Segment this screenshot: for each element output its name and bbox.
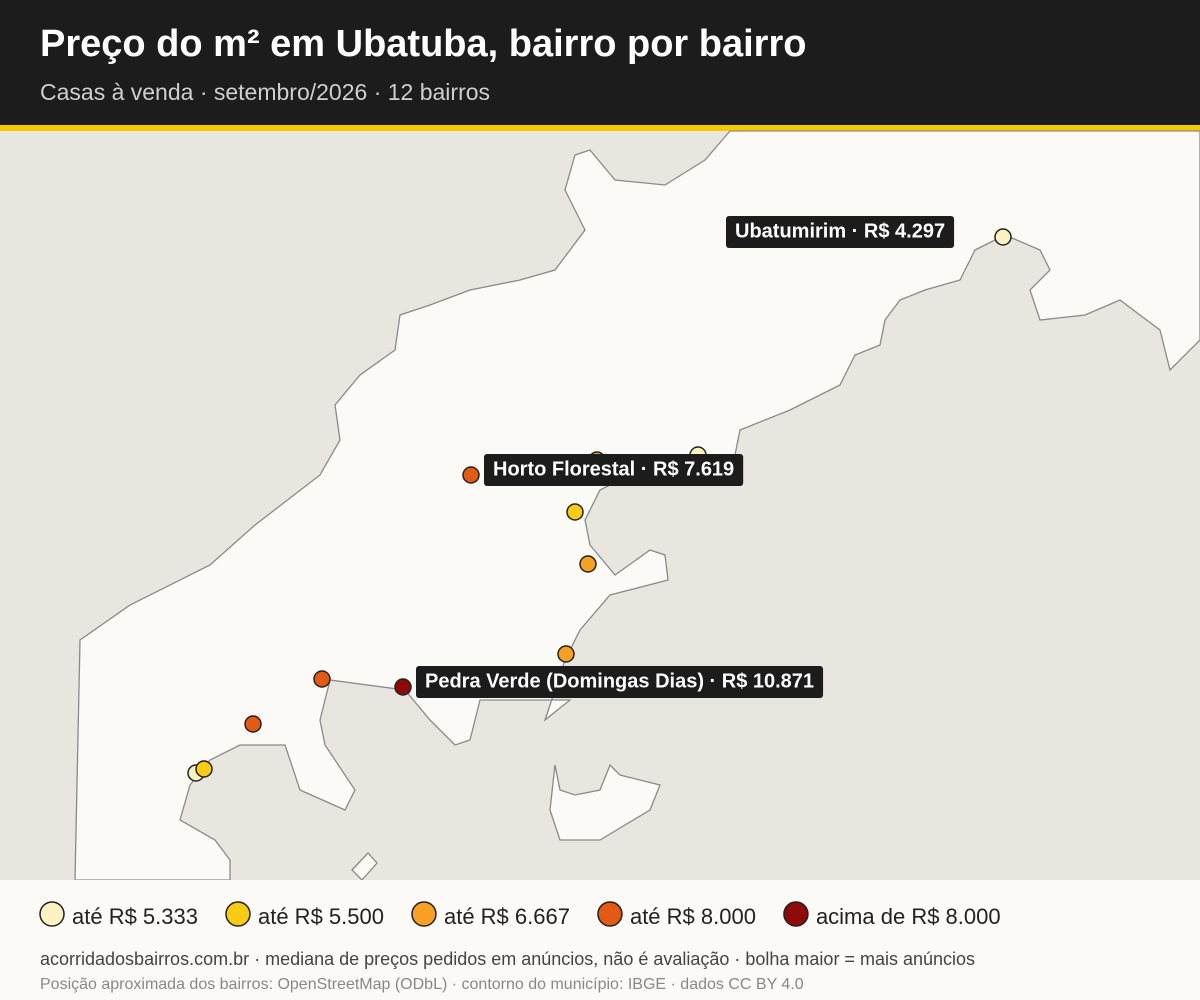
callout-label: Horto Florestal · R$ 7.619 — [493, 458, 734, 480]
subtitle: Casas à venda · setembro/2026 · 12 bairr… — [40, 79, 490, 105]
neighborhood-dot — [313, 670, 331, 688]
callout: Horto Florestal · R$ 7.619 — [484, 454, 744, 486]
callout: Ubatumirim · R$ 4.297 — [726, 216, 955, 248]
callout: Pedra Verde (Domingas Dias) · R$ 10.871 — [416, 666, 824, 698]
neighborhood-dot — [462, 466, 480, 484]
neighborhood-dot — [579, 555, 597, 573]
neighborhood-dot — [994, 228, 1012, 246]
legend-label: até R$ 5.333 — [72, 904, 198, 929]
legend-swatch — [411, 901, 437, 927]
legend: até R$ 5.333 até R$ 5.500 até R$ 6.667 até … — [39, 901, 1001, 929]
neighborhood-dot — [244, 715, 262, 733]
legend-label: acima de R$ 8.000 — [816, 904, 1001, 929]
callout-bg — [484, 454, 744, 486]
source: acorridadosbairros.com.br · mediana de p… — [40, 949, 975, 969]
neighborhood-dot — [557, 645, 575, 663]
callout-label: Pedra Verde (Domingas Dias) · R$ 10.871 — [425, 670, 814, 692]
header-bg — [0, 0, 1200, 125]
neighborhood-dot — [394, 678, 412, 696]
callout-bg — [416, 666, 824, 698]
municipality — [74, 130, 1200, 881]
neighborhood-dot — [566, 503, 584, 521]
legend-swatch — [39, 901, 65, 927]
callout-label: Ubatumirim · R$ 4.297 — [735, 220, 945, 242]
header-strip — [0, 125, 1200, 131]
legend-swatch — [597, 901, 623, 927]
callout-bg — [726, 216, 955, 248]
legend-swatch — [783, 901, 809, 927]
neighborhood-dot — [195, 760, 213, 778]
legend-label: até R$ 5.500 — [258, 904, 384, 929]
note: Posição aproximada dos bairros: OpenStre… — [40, 976, 804, 993]
map: Ubatumirim · R$ 4.297 Horto Florestal · … — [0, 130, 1200, 881]
island — [549, 763, 661, 841]
islet — [351, 852, 378, 881]
footer-bg — [0, 880, 1200, 1000]
legend-label: até R$ 6.667 — [444, 904, 570, 929]
legend-swatch — [225, 901, 251, 927]
title: Preço do m² em Ubatuba, bairro por bairr… — [40, 23, 806, 65]
legend-label: até R$ 8.000 — [630, 904, 756, 929]
